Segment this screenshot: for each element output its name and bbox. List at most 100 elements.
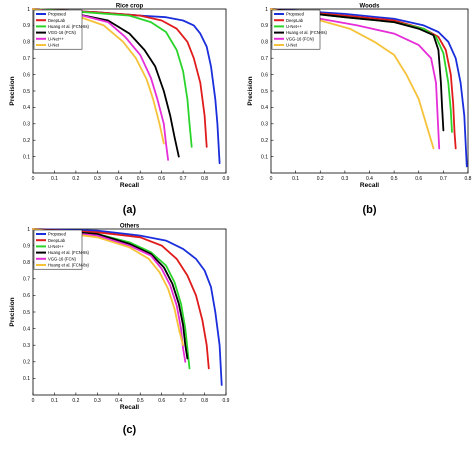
series-line-4 [270,8,445,132]
x-tick-label: 0.8 [465,176,472,182]
y-tick-label: 0.3 [23,122,30,128]
y-tick-label: 0.8 [23,40,30,46]
y-tick-label: 0.1 [23,376,30,382]
series-line-1 [270,8,468,168]
legend-label: U-Net++ [48,36,64,41]
y-tick-label: 0.4 [23,105,30,111]
series-line-3 [32,8,193,148]
legend-label: VGG-16 (FCN) [286,36,315,41]
y-tick-label: 0.5 [23,310,30,316]
x-tick-label: 0.5 [137,398,144,404]
y-tick-label: 1 [265,7,268,13]
y-tick-label: 0.7 [23,56,30,62]
chart-panel-2: 0 0.1 0.2 0.3 0.4 0.5 0.6 0.7 0.8 0.1 0.2 0.3 0.4 0.5… [247,4,472,217]
chart-title: Others [120,224,140,230]
x-tick-label: 0.6 [415,176,422,182]
legend-label: VGG-16 (FCN) [48,30,77,35]
series-line-2 [270,8,457,150]
x-tick-label: 0 [32,176,35,182]
legend-box [271,9,321,50]
panel-label: (a) [123,204,137,216]
x-tick-label: 0.8 [201,398,208,404]
x-tick-label: 0.5 [391,176,398,182]
legend-label: Huang et al. (FCN-8s) [48,250,90,255]
legend-label: Proposed [48,232,67,237]
x-tick-label: 0.7 [440,176,447,182]
legend-box [33,9,83,50]
y-tick-label: 0.4 [23,326,30,332]
y-axis-label: Precision [9,76,16,105]
y-tick-label: 0.6 [23,72,30,78]
y-tick-label: 0.2 [261,138,268,144]
x-tick-label: 0.4 [115,176,122,182]
y-tick-label: 0.1 [23,154,30,160]
panel-label: (c) [123,424,137,436]
legend-label: DeepLab [48,18,66,23]
legend-label: Huang et al. (FCN-8s) [286,30,328,35]
y-tick-label: 1 [27,227,30,233]
legend-label: U-Net++ [286,24,302,29]
legend-label: U-Net [286,43,298,48]
x-tick-label: 0.3 [94,398,101,404]
x-tick-label: 0.2 [72,176,79,182]
legend-label: U-Net++ [48,244,64,249]
x-tick-label: 0.9 [223,176,230,182]
y-tick-label: 0.2 [23,360,30,366]
series-line-6 [32,8,165,145]
y-tick-label: 0.2 [23,138,30,144]
chart-panel-1: 0 0.1 0.2 0.3 0.4 0.5 0.6 0.7 0.8 0.9 0.1 0.2 0.3 0.4… [9,4,230,217]
x-tick-label: 0.6 [158,176,165,182]
legend-label: Huang et al. (FCN-8s) [48,24,90,29]
legend-label: DeepLab [48,238,66,243]
y-tick-label: 0.9 [23,243,30,249]
legend-box [33,229,83,270]
y-tick-label: 1 [27,7,30,13]
y-tick-label: 0.8 [261,40,268,46]
legend-label: Proposed [48,12,67,17]
x-tick-label: 0.3 [94,176,101,182]
chart-title: Rice crop [116,4,144,10]
chart-title: Woods [360,4,381,10]
legend-label: U-Net [48,43,60,48]
y-tick-label: 0.4 [261,105,268,111]
y-tick-label: 0.8 [23,260,30,266]
y-tick-label: 0.7 [23,277,30,283]
y-axis-label: Precision [247,76,254,105]
y-tick-label: 0.3 [23,343,30,349]
legend-label: VGG-16 (FCN) [48,256,77,261]
y-tick-label: 0.6 [23,293,30,299]
series-line-2 [32,228,210,370]
series-line-6 [270,8,435,150]
x-tick-label: 0.8 [201,176,208,182]
series-line-5 [270,8,441,150]
x-tick-label: 0.3 [341,176,348,182]
y-tick-label: 0.6 [261,72,268,78]
y-tick-label: 0.5 [23,89,30,95]
y-tick-label: 0.9 [23,23,30,29]
y-tick-label: 0.9 [261,23,268,29]
legend-label: Proposed [286,12,305,17]
x-tick-label: 0 [270,176,273,182]
x-tick-label: 0.6 [158,398,165,404]
y-axis-label: Precision [9,297,16,326]
x-tick-label: 0.1 [51,176,58,182]
x-tick-label: 0.1 [51,398,58,404]
x-tick-label: 0.2 [72,398,79,404]
y-tick-label: 0.1 [261,154,268,160]
x-tick-label: 0.4 [366,176,373,182]
x-tick-label: 0.7 [180,176,187,182]
series-line-4 [32,228,189,360]
x-tick-label: 0.9 [223,398,230,404]
x-tick-label: 0.1 [292,176,299,182]
y-tick-label: 0.3 [261,122,268,128]
x-tick-label: 0 [32,398,35,404]
series-line-6 [32,228,184,347]
x-axis-label: Recall [360,182,379,189]
x-tick-label: 0.4 [115,398,122,404]
x-tick-label: 0.7 [180,398,187,404]
x-tick-label: 0.5 [137,176,144,182]
